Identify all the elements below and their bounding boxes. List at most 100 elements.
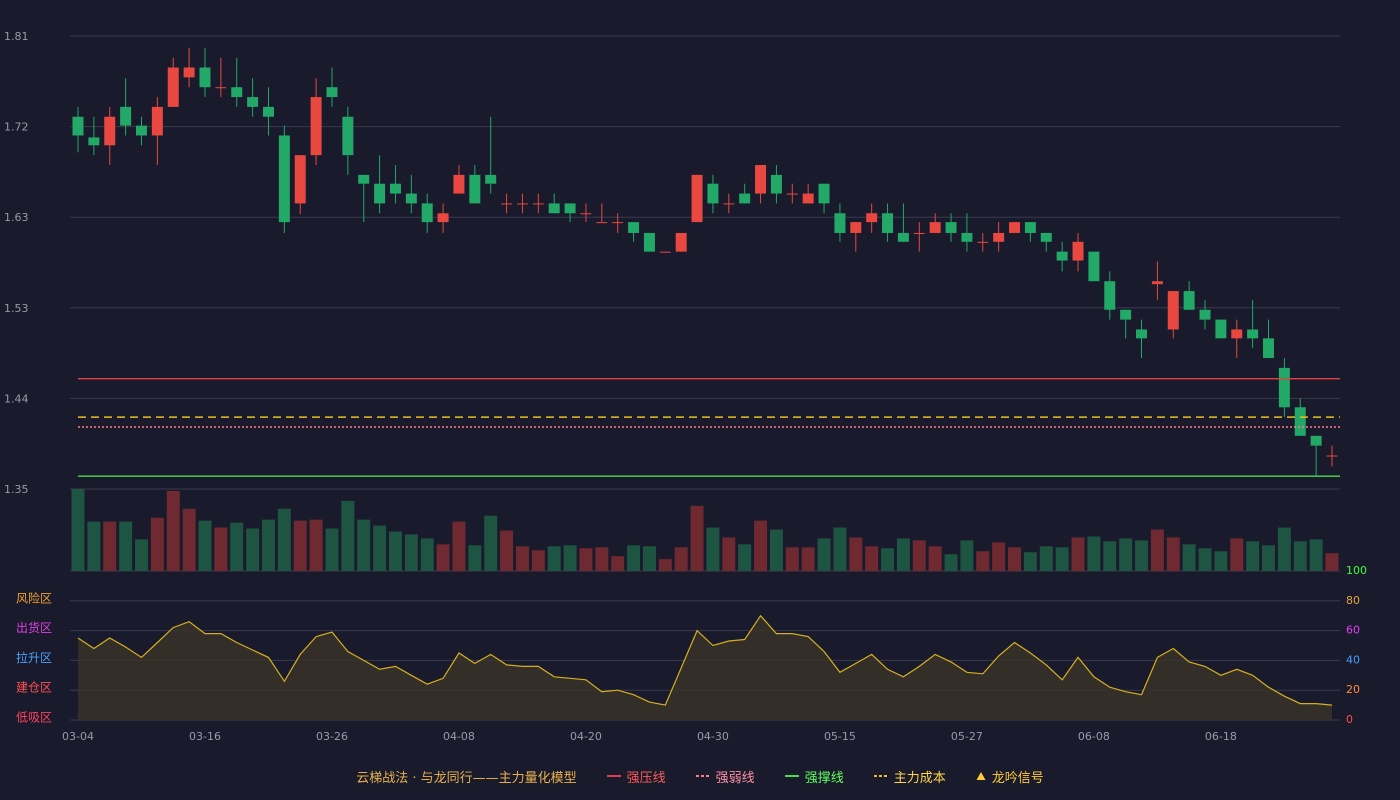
volume-bar (484, 515, 498, 571)
candle-body (1199, 309, 1211, 320)
volume-bar (309, 519, 323, 571)
candle-body (421, 203, 433, 223)
candle-body (501, 203, 513, 205)
volume-bar (134, 539, 148, 571)
candle-body (993, 232, 1005, 242)
volume-bar (1230, 538, 1244, 571)
candle-body (913, 232, 925, 234)
y-tick-label: 1.44 (4, 392, 29, 405)
candle-body (786, 193, 798, 195)
zone-label: 建仓区 (16, 681, 52, 695)
volume-bar (738, 544, 752, 571)
x-tick-label: 06-08 (1078, 730, 1110, 743)
candle-body (882, 213, 894, 233)
volume-bar (293, 520, 307, 571)
volume-bar (420, 538, 434, 571)
candle-body (945, 222, 957, 233)
volume-bar (277, 508, 291, 571)
candle-body (1278, 367, 1290, 408)
volume-bar (944, 554, 958, 571)
volume-bar (849, 537, 863, 571)
volume-bar (865, 546, 879, 571)
candle-body (770, 174, 782, 194)
candle-body (104, 116, 116, 146)
volume-bar (373, 525, 387, 571)
candle-body (834, 213, 846, 233)
candle-body (135, 125, 147, 136)
legend-swatch (695, 775, 710, 777)
volume-bar (357, 519, 371, 571)
volume-bar (658, 559, 672, 571)
candle-body (231, 87, 243, 98)
zone-label: 风险区 (16, 590, 52, 605)
indicator-line (77, 614, 1333, 706)
candle-body (1310, 435, 1322, 446)
volume-bar (785, 547, 799, 571)
volume-bar (150, 517, 164, 571)
candle-body (1120, 309, 1132, 320)
volume-bar (642, 546, 656, 571)
candle-body (1056, 251, 1068, 261)
volume-bar (1277, 527, 1291, 571)
volume-bar (246, 528, 260, 571)
candle-body (532, 203, 544, 205)
volume-bar (1103, 541, 1117, 571)
candle-body (326, 87, 338, 98)
x-tick-label: 03-04 (62, 730, 94, 743)
candle-body (1183, 291, 1195, 310)
candle-body (1167, 291, 1179, 330)
volume-bar (690, 505, 704, 571)
legend-label: 强撑线 (804, 770, 844, 786)
x-tick-label: 05-27 (951, 730, 983, 743)
candle-body (120, 106, 132, 126)
volume-bar (103, 521, 117, 571)
volume-bar (801, 547, 815, 571)
volume-bar (547, 546, 561, 571)
candle-body (374, 183, 386, 204)
volume-bar (1087, 536, 1101, 571)
candle-body (310, 97, 322, 156)
volume-bar (769, 529, 783, 571)
volume-bar (166, 490, 180, 571)
volume-bar (992, 542, 1006, 571)
volume-bar (627, 545, 641, 571)
volume-bar (722, 537, 736, 571)
candle-body (247, 97, 259, 107)
candle-body (866, 213, 878, 223)
volume-bar (1119, 538, 1133, 571)
legend-item: 强弱线 (695, 767, 755, 786)
x-tick-label: 04-30 (697, 730, 729, 743)
candle-body (755, 165, 767, 194)
candle-body (1136, 329, 1148, 339)
candle-body (897, 232, 909, 242)
candle-body (262, 106, 274, 117)
candle-body (675, 232, 687, 252)
candle-body (1040, 232, 1052, 242)
y2-tick-label: 80 (1346, 594, 1360, 607)
volume-bar (1055, 547, 1069, 571)
y-tick-label: 1.53 (4, 302, 29, 315)
volume-bar (404, 534, 418, 571)
volume-bar (754, 520, 768, 571)
volume-bar (230, 522, 244, 571)
volume-bar (261, 519, 275, 571)
legend-swatch (873, 775, 888, 777)
legend-title: 云梯战法 · 与龙同行——主力量化模型 (356, 770, 577, 786)
legend-item: 龙吟信号 (976, 767, 1044, 786)
candle-body (167, 67, 179, 107)
x-tick-label: 06-18 (1205, 730, 1237, 743)
candle-body (1215, 319, 1227, 339)
candle-body (659, 251, 671, 253)
volume-bar (1246, 541, 1260, 571)
candle-body (961, 232, 973, 242)
candle-body (405, 193, 417, 204)
candle-body (1326, 455, 1338, 457)
volume-bar (817, 538, 831, 571)
legend-label: 龙吟信号 (991, 770, 1044, 786)
volume-bar (912, 540, 926, 571)
volume-bar (1023, 552, 1037, 571)
candle-body (215, 87, 227, 89)
legend-label: 强压线 (626, 770, 666, 786)
volume-bar (928, 546, 942, 571)
x-tick-label: 05-15 (824, 730, 856, 743)
